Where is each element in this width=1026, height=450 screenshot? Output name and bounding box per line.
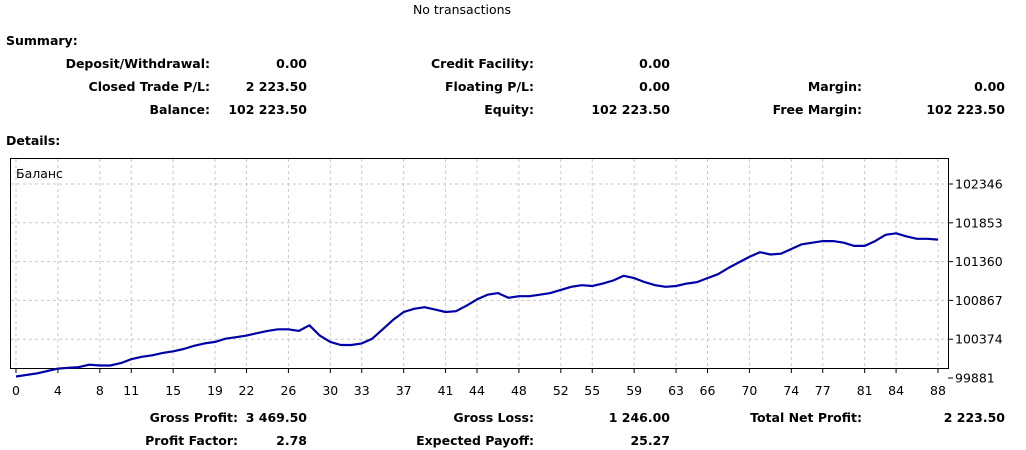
x-tick-label-12: 44 — [469, 383, 485, 398]
balance-chart: Баланс 99881 100374 100867 101360 101853 1023… — [10, 158, 1003, 398]
chart-grid — [11, 159, 948, 368]
x-tick-label-16: 59 — [626, 383, 642, 398]
x-tick-label-6: 22 — [239, 383, 255, 398]
deposit-withdrawal-label: Deposit/Withdrawal: — [65, 56, 210, 71]
x-tick-label-21: 77 — [815, 383, 831, 398]
profit-factor-value: 2.78 — [276, 433, 307, 448]
x-tick-label-14: 52 — [553, 383, 569, 398]
balance-line — [15, 232, 939, 378]
y-axis-ticks: 99881 100374 100867 101360 101853 102346 — [948, 177, 1003, 386]
x-tick-label-23: 84 — [888, 383, 904, 398]
closed-trade-pl-label: Closed Trade P/L: — [88, 79, 210, 94]
x-tick-label-11: 41 — [438, 383, 454, 398]
x-tick-label-18: 66 — [700, 383, 716, 398]
profit-factor-label: Profit Factor: — [145, 433, 238, 448]
total-net-profit-value: 2 223.50 — [943, 410, 1005, 425]
floating-pl-label: Floating P/L: — [445, 79, 534, 94]
x-tick-label-0: 0 — [12, 383, 20, 398]
gross-profit-label: Gross Profit: — [149, 410, 238, 425]
x-tick-label-7: 26 — [280, 383, 296, 398]
equity-label: Equity: — [484, 102, 534, 117]
x-tick-label-15: 55 — [584, 383, 600, 398]
gross-profit-value: 3 469.50 — [245, 410, 307, 425]
y-tick-label-2: 100867 — [955, 293, 1003, 308]
total-net-profit-label: Total Net Profit: — [750, 410, 862, 425]
y-tick-label-0: 99881 — [955, 371, 995, 386]
x-tick-label-2: 8 — [96, 383, 104, 398]
expected-payoff-label: Expected Payoff: — [416, 433, 534, 448]
margin-value: 0.00 — [974, 79, 1005, 94]
x-tick-label-17: 63 — [668, 383, 684, 398]
plot-frame — [10, 158, 949, 369]
x-tick-label-1: 4 — [54, 383, 62, 398]
y-tick-label-5: 102346 — [955, 177, 1003, 192]
series-label: Баланс — [16, 166, 63, 181]
credit-facility-label: Credit Facility: — [430, 56, 534, 71]
y-tick-label-4: 101853 — [955, 215, 1003, 230]
no-transactions-note: No transactions — [412, 2, 512, 17]
free-margin-value: 102 223.50 — [926, 102, 1005, 117]
gross-loss-label: Gross Loss: — [453, 410, 534, 425]
x-tick-label-20: 74 — [783, 383, 799, 398]
equity-value: 102 223.50 — [591, 102, 670, 117]
balance-value: 102 223.50 — [228, 102, 307, 117]
deposit-withdrawal-value: 0.00 — [276, 56, 307, 71]
x-tick-label-13: 48 — [511, 383, 527, 398]
y-tick-label-3: 101360 — [955, 254, 1003, 269]
x-tick-label-4: 15 — [165, 383, 181, 398]
x-tick-label-22: 81 — [857, 383, 873, 398]
y-tick-label-1: 100374 — [955, 332, 1003, 347]
floating-pl-value: 0.00 — [639, 79, 670, 94]
credit-facility-value: 0.00 — [639, 56, 670, 71]
x-tick-label-3: 11 — [123, 383, 139, 398]
x-tick-label-19: 70 — [741, 383, 757, 398]
balance-label: Balance: — [149, 102, 210, 117]
margin-label: Margin: — [807, 79, 862, 94]
x-tick-label-9: 33 — [354, 383, 370, 398]
x-tick-label-10: 37 — [396, 383, 412, 398]
x-tick-label-8: 30 — [322, 383, 338, 398]
x-tick-label-5: 19 — [207, 383, 223, 398]
x-axis-ticks: 0 4 8 11 15 19 22 26 30 33 37 41 44 48 52 55 59 63 66 70 74 7… — [12, 368, 946, 398]
balance-series — [15, 232, 939, 378]
closed-trade-pl-value: 2 223.50 — [245, 79, 307, 94]
x-tick-label-24: 88 — [930, 383, 946, 398]
details-title: Details: — [6, 133, 61, 148]
expected-payoff-value: 25.27 — [630, 433, 670, 448]
gross-loss-value: 1 246.00 — [608, 410, 670, 425]
summary-title: Summary: — [6, 33, 78, 48]
free-margin-label: Free Margin: — [772, 102, 862, 117]
